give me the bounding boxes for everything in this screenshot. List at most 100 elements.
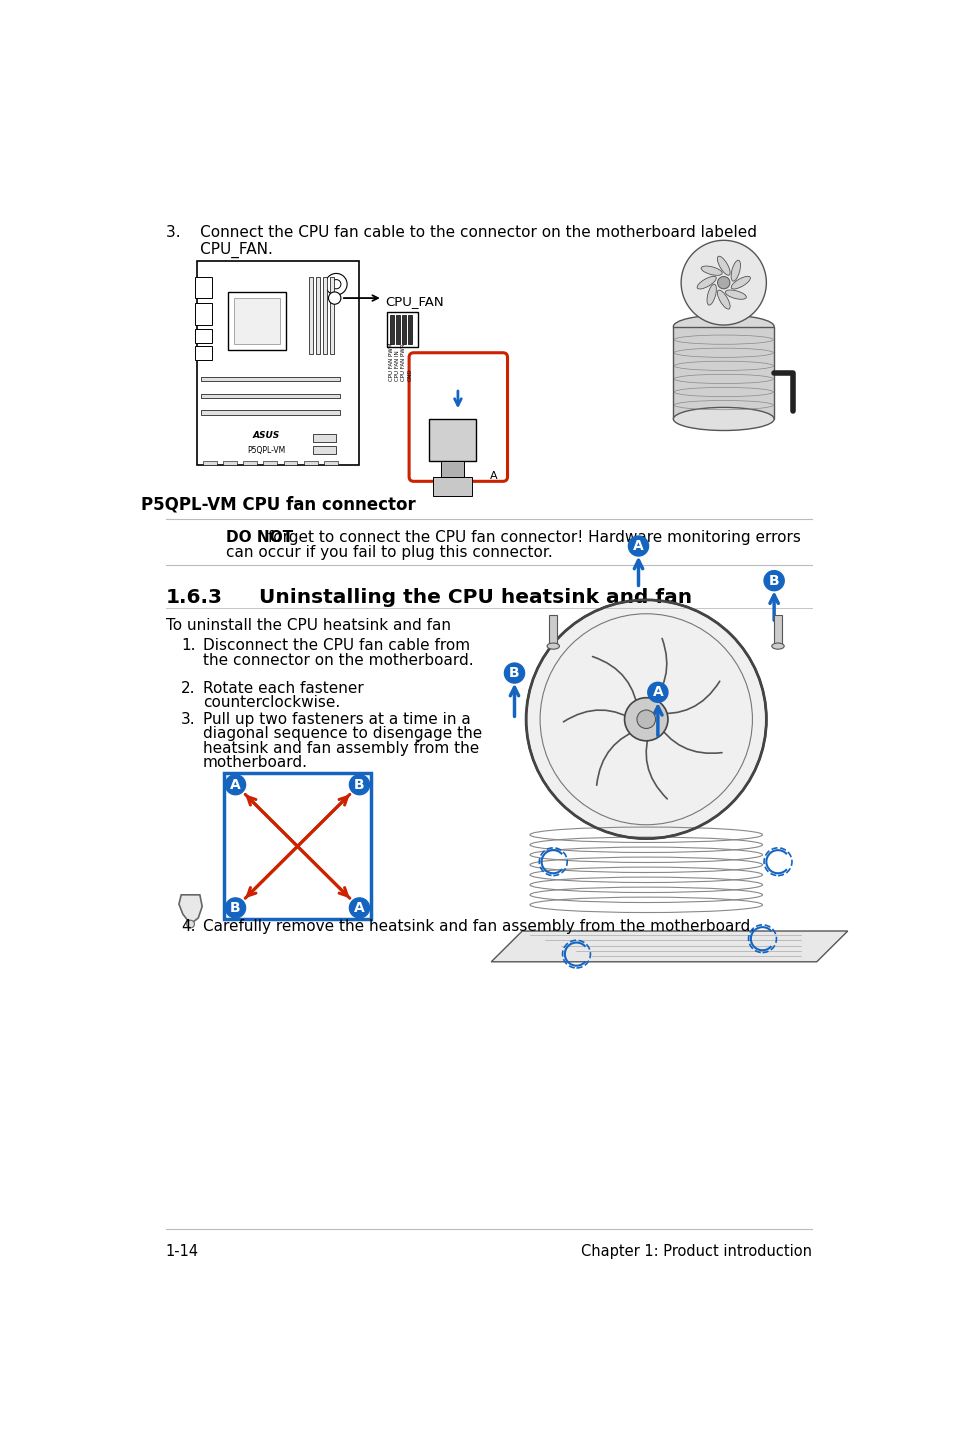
Circle shape	[717, 276, 729, 289]
Bar	[263, 460, 277, 464]
Bar	[243, 460, 257, 464]
Circle shape	[504, 663, 524, 683]
Text: Disconnect the CPU fan cable from: Disconnect the CPU fan cable from	[203, 638, 470, 653]
Text: 3.: 3.	[181, 712, 195, 726]
FancyArrowPatch shape	[655, 719, 721, 754]
Text: 2.: 2.	[181, 680, 195, 696]
Bar	[313, 434, 335, 441]
Text: GND: GND	[407, 368, 412, 381]
FancyArrowPatch shape	[651, 682, 719, 713]
Text: B: B	[230, 902, 240, 915]
FancyBboxPatch shape	[409, 352, 507, 482]
Text: DO NOT: DO NOT	[226, 529, 293, 545]
Circle shape	[325, 273, 347, 295]
Text: B: B	[768, 574, 779, 588]
Bar	[315, 276, 319, 354]
Text: P5QPL-VM: P5QPL-VM	[247, 446, 285, 454]
Text: A: A	[230, 778, 240, 792]
Bar	[323, 460, 337, 464]
Text: CPU_FAN: CPU_FAN	[385, 295, 443, 308]
Ellipse shape	[724, 290, 745, 299]
Circle shape	[332, 279, 340, 289]
Circle shape	[647, 682, 667, 702]
Ellipse shape	[730, 276, 750, 289]
Text: Pull up two fasteners at a time in a: Pull up two fasteners at a time in a	[203, 712, 470, 726]
Text: B: B	[354, 778, 364, 792]
Ellipse shape	[730, 260, 740, 282]
Polygon shape	[179, 894, 202, 925]
Text: A: A	[633, 539, 643, 554]
Bar	[196, 262, 359, 464]
Bar	[195, 329, 212, 342]
Bar	[283, 460, 297, 464]
Bar	[224, 774, 371, 919]
Bar	[195, 303, 212, 325]
Circle shape	[349, 897, 369, 917]
Circle shape	[637, 710, 655, 729]
Bar	[233, 298, 279, 344]
Bar	[673, 326, 773, 418]
Polygon shape	[491, 930, 847, 962]
FancyArrowPatch shape	[596, 728, 643, 785]
Bar	[223, 460, 236, 464]
Bar	[303, 460, 317, 464]
Ellipse shape	[706, 285, 716, 305]
Circle shape	[349, 775, 369, 795]
Bar	[440, 462, 464, 477]
Text: 1.6.3: 1.6.3	[166, 588, 222, 607]
Ellipse shape	[546, 643, 558, 649]
Text: counterclockwise.: counterclockwise.	[203, 696, 340, 710]
Text: To uninstall the CPU heatsink and fan: To uninstall the CPU heatsink and fan	[166, 617, 450, 633]
Bar	[309, 276, 313, 354]
Bar	[195, 276, 212, 298]
FancyArrowPatch shape	[563, 710, 638, 723]
Circle shape	[680, 240, 765, 325]
FancyArrowPatch shape	[644, 638, 666, 710]
Text: CPU FAN PWR: CPU FAN PWR	[401, 344, 406, 381]
Text: Carefully remove the heatsink and fan assembly from the motherboard.: Carefully remove the heatsink and fan as…	[203, 919, 754, 935]
Ellipse shape	[771, 643, 783, 649]
Ellipse shape	[673, 407, 773, 430]
Circle shape	[624, 697, 667, 741]
Text: Chapter 1: Product introduction: Chapter 1: Product introduction	[580, 1244, 811, 1260]
Circle shape	[763, 571, 783, 591]
Ellipse shape	[673, 315, 773, 338]
Bar	[386, 312, 417, 347]
Bar	[195, 345, 212, 360]
Circle shape	[225, 775, 245, 795]
Text: CPU FAN IN: CPU FAN IN	[395, 351, 399, 381]
Text: B: B	[509, 666, 519, 680]
Bar	[200, 377, 340, 381]
Bar	[313, 446, 335, 453]
Bar	[773, 615, 781, 646]
Text: CPU_FAN.: CPU_FAN.	[166, 242, 273, 257]
Bar	[433, 477, 472, 496]
Bar	[429, 418, 476, 462]
Ellipse shape	[717, 290, 729, 309]
FancyArrowPatch shape	[645, 726, 666, 800]
Text: forget to connect the CPU fan connector! Hardware monitoring errors: forget to connect the CPU fan connector!…	[262, 529, 800, 545]
Text: heatsink and fan assembly from the: heatsink and fan assembly from the	[203, 741, 478, 756]
Text: 3.    Connect the CPU fan cable to the connector on the motherboard labeled: 3. Connect the CPU fan cable to the conn…	[166, 224, 756, 240]
Circle shape	[328, 292, 340, 305]
Bar	[228, 292, 286, 349]
Text: CPU FAN PWM: CPU FAN PWM	[389, 342, 394, 381]
Text: Uninstalling the CPU heatsink and fan: Uninstalling the CPU heatsink and fan	[258, 588, 691, 607]
Ellipse shape	[717, 256, 729, 275]
Bar	[323, 276, 327, 354]
Text: Rotate each fastener: Rotate each fastener	[203, 680, 363, 696]
Bar	[408, 315, 412, 344]
Text: 4.: 4.	[181, 919, 195, 935]
Circle shape	[525, 600, 765, 838]
Bar	[330, 276, 334, 354]
Bar	[200, 394, 340, 398]
Circle shape	[225, 897, 245, 917]
Bar	[549, 615, 557, 646]
Bar	[395, 315, 399, 344]
Text: A: A	[489, 470, 497, 480]
Bar	[402, 315, 406, 344]
Text: motherboard.: motherboard.	[203, 755, 308, 771]
Text: 1-14: 1-14	[166, 1244, 198, 1260]
Circle shape	[187, 920, 194, 928]
FancyArrowPatch shape	[592, 657, 638, 715]
